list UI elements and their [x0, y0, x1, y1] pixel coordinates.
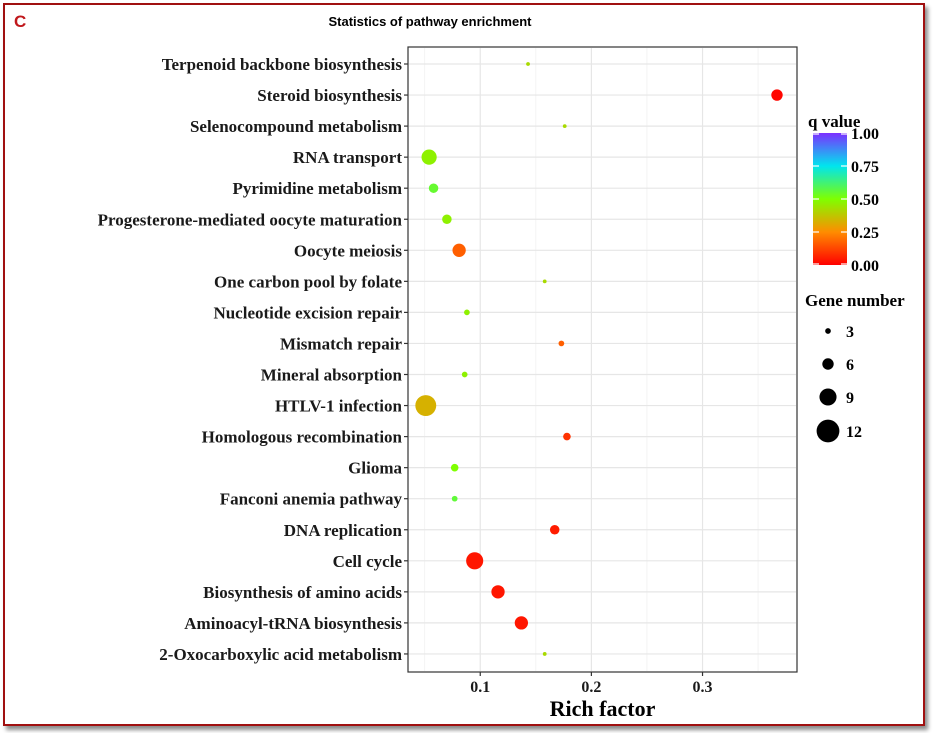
- data-point: [450, 463, 459, 472]
- data-point: [428, 183, 439, 193]
- y-tick-label: Homologous recombination: [202, 428, 403, 447]
- y-tick-label: Mismatch repair: [280, 334, 402, 353]
- gene-number-key-label: 9: [846, 390, 854, 407]
- y-tick-label: Cell cycle: [333, 552, 403, 571]
- x-axis-title: Rich factor: [550, 696, 656, 721]
- data-point: [442, 214, 452, 224]
- q-value-legend: q value 1.00 0.75 0.50 0.25 0.00: [808, 112, 879, 275]
- y-tick-label: Pyrimidine metabolism: [232, 179, 402, 198]
- gene-number-legend-title: Gene number: [805, 291, 905, 310]
- gene-number-legend: Gene number 3 6 9 12: [805, 291, 905, 443]
- data-point: [514, 616, 529, 630]
- gene-number-key-dot: [822, 358, 834, 370]
- gene-number-legend-keys: 3 6 9 12: [816, 324, 862, 443]
- gene-number-key-label: 3: [846, 324, 854, 341]
- data-point: [563, 432, 571, 441]
- y-tick-label: HTLV-1 infection: [275, 397, 403, 416]
- grid-layer: [409, 48, 796, 671]
- data-point: [542, 279, 547, 284]
- y-tick-label: One carbon pool by folate: [214, 272, 402, 291]
- y-tick-label: Steroid biosynthesis: [257, 86, 402, 105]
- y-tick-label: Aminoacyl-tRNA biosynthesis: [184, 614, 402, 633]
- data-point: [451, 495, 458, 502]
- y-tick-label: Nucleotide excision repair: [213, 303, 402, 322]
- data-point: [526, 62, 530, 66]
- y-tick-label: Mineral absorption: [261, 366, 403, 385]
- y-tick-label: DNA replication: [284, 521, 403, 540]
- q-value-tick-label: 0.00: [851, 258, 879, 275]
- x-tick-label: 0.3: [693, 679, 713, 696]
- y-tick-label: RNA transport: [293, 148, 402, 167]
- y-axis: Terpenoid backbone biosynthesis Steroid b…: [98, 55, 408, 664]
- data-point: [461, 371, 468, 378]
- data-point: [491, 585, 505, 599]
- y-tick-label: Progesterone-mediated oocyte maturation: [98, 210, 403, 229]
- gene-number-key-dot: [816, 419, 840, 443]
- data-point: [421, 149, 437, 165]
- x-tick-label: 0.1: [470, 679, 490, 696]
- q-value-tick-label: 1.00: [851, 126, 879, 143]
- q-value-legend-title: q value: [808, 112, 861, 131]
- data-point: [549, 525, 560, 535]
- y-tick-label: 2-Oxocarboxylic acid metabolism: [159, 645, 402, 664]
- q-value-tick-label: 0.25: [851, 225, 879, 242]
- data-point: [558, 340, 565, 347]
- data-point: [452, 243, 466, 257]
- gene-number-key-label: 12: [846, 424, 862, 441]
- data-point: [466, 552, 484, 570]
- q-value-legend-ticks: 1.00 0.75 0.50 0.25 0.00: [813, 126, 879, 275]
- x-tick-label: 0.2: [581, 679, 601, 696]
- data-point: [771, 89, 783, 101]
- y-tick-label: Terpenoid backbone biosynthesis: [162, 55, 403, 74]
- chart-title: Statistics of pathway enrichment: [328, 14, 532, 29]
- data-point: [464, 309, 470, 316]
- gene-number-key-dot: [819, 388, 837, 406]
- gene-number-key-label: 6: [846, 357, 854, 374]
- y-tick-label: Selenocompound metabolism: [190, 117, 402, 136]
- data-point: [415, 395, 437, 416]
- data-point: [562, 124, 567, 128]
- x-axis: 0.1 0.2 0.3: [470, 672, 713, 696]
- data-point: [542, 652, 547, 656]
- y-tick-label: Glioma: [348, 459, 402, 478]
- y-tick-label: Fanconi anemia pathway: [220, 490, 403, 509]
- y-tick-label: Biosynthesis of amino acids: [203, 583, 402, 602]
- q-value-tick-label: 0.50: [851, 192, 879, 209]
- panel-letter: C: [14, 12, 27, 31]
- gene-number-key-dot: [825, 328, 831, 334]
- y-tick-label: Oocyte meiosis: [294, 241, 402, 260]
- plot-panel: [407, 46, 798, 673]
- q-value-tick-label: 0.75: [851, 159, 879, 176]
- points-layer: [415, 62, 783, 656]
